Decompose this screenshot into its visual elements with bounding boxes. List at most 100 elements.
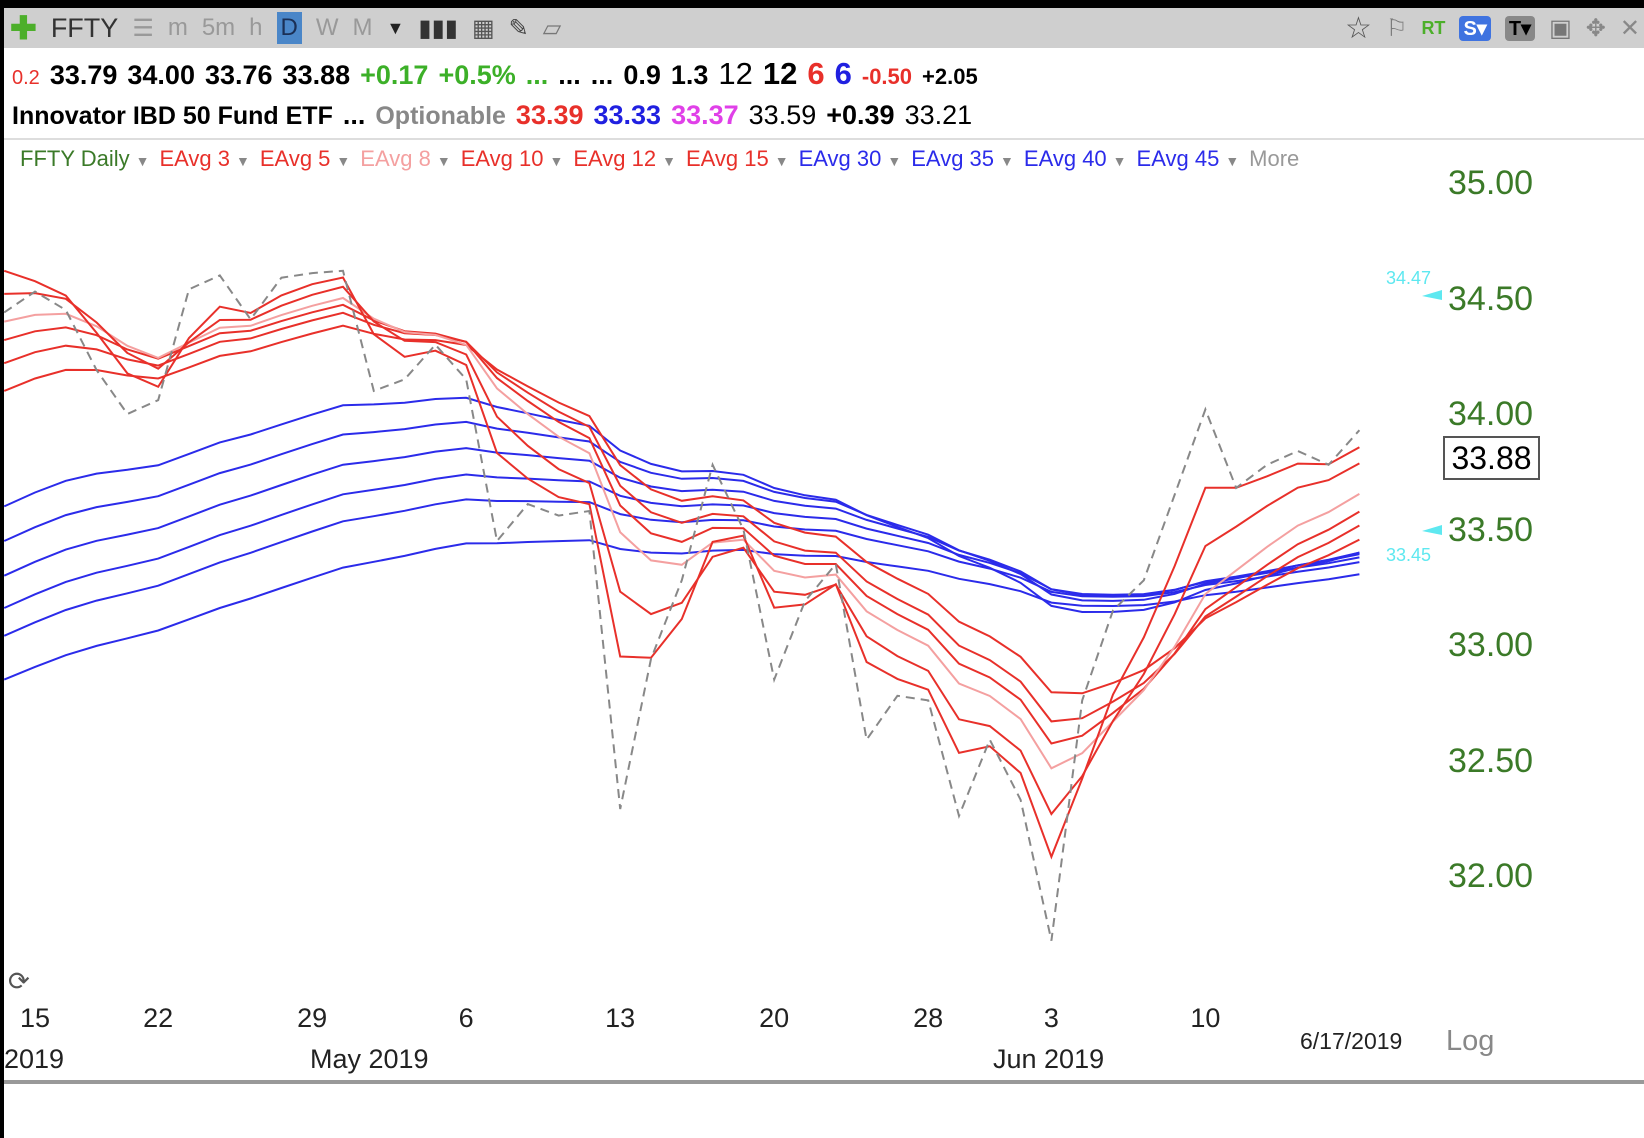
quote-f: 6 xyxy=(834,56,852,91)
legend-label: EAvg 3 xyxy=(159,146,231,171)
close-icon[interactable]: ✕ xyxy=(1619,14,1640,42)
info-v6: 33.21 xyxy=(904,100,973,130)
y-tick-label: 32.00 xyxy=(1448,857,1534,895)
pencil-icon[interactable]: ✎ xyxy=(508,14,529,42)
ema-10-line xyxy=(3,303,1360,745)
legend-item[interactable]: EAvg 12 ▼ xyxy=(573,146,676,172)
ema-15-line xyxy=(3,324,1360,695)
ema-12-line xyxy=(3,311,1360,723)
legend-item[interactable]: FFTY Daily ▼ xyxy=(20,146,149,172)
legend-item[interactable]: EAvg 3 ▼ xyxy=(159,146,249,172)
s-menu-button[interactable]: S▾ xyxy=(1459,15,1491,41)
info-v3: 33.37 xyxy=(671,100,739,130)
dropdown-icon[interactable]: ▼ xyxy=(1225,153,1240,169)
dropdown-icon[interactable]: ▼ xyxy=(135,153,150,169)
info-dots[interactable]: ... xyxy=(342,100,366,130)
x-tick-label: 29 xyxy=(297,1003,328,1033)
info-v1: 33.39 xyxy=(515,100,584,130)
window-left-border xyxy=(0,0,4,1138)
marker-low-label: 33.45 xyxy=(1386,545,1432,565)
legend-item[interactable]: More xyxy=(1249,146,1299,172)
save-icon[interactable]: ▣ xyxy=(1549,14,1572,42)
dropdown-icon[interactable]: ▼ xyxy=(774,153,789,169)
folder-icon[interactable]: ▱ xyxy=(542,14,562,42)
dropdown-icon[interactable]: ▼ xyxy=(1112,153,1127,169)
add-plus-icon[interactable]: ✚ xyxy=(10,10,37,46)
window-top-border xyxy=(0,0,1644,8)
quote-pct: +0.5% xyxy=(438,60,516,90)
flag-icon[interactable]: ⚐ xyxy=(1385,14,1408,42)
x-tick-label: 20 xyxy=(759,1003,790,1033)
info-line: Innovator IBD 50 Fund ETF ... Optionable… xyxy=(12,100,972,131)
quote-v0: 0.2 xyxy=(12,67,40,89)
current-price-box: 33.88 xyxy=(1443,436,1540,480)
ema-5-line xyxy=(4,285,1360,816)
optionable-label: Optionable xyxy=(375,102,506,130)
quote-g: -0.50 xyxy=(861,64,913,89)
interval-d[interactable]: D xyxy=(276,12,302,44)
interval-w[interactable]: W xyxy=(315,14,339,41)
legend-item[interactable]: EAvg 45 ▼ xyxy=(1137,146,1240,172)
current-date: 6/17/2019 xyxy=(1300,1028,1403,1054)
y-tick-label: 33.00 xyxy=(1448,626,1534,664)
interval-h[interactable]: h xyxy=(249,14,263,41)
list-icon[interactable]: ☰ xyxy=(132,14,154,42)
quote-change: +0.17 xyxy=(360,60,429,90)
legend-item[interactable]: EAvg 35 ▼ xyxy=(911,146,1014,172)
legend-item[interactable]: EAvg 8 ▼ xyxy=(360,146,450,172)
legend-item[interactable]: EAvg 5 ▼ xyxy=(260,146,350,172)
legend-label: EAvg 12 xyxy=(573,146,657,171)
month-label: May 2019 xyxy=(310,1044,429,1074)
month-label: Jun 2019 xyxy=(993,1044,1105,1074)
move-icon[interactable]: ✥ xyxy=(1585,14,1606,42)
interval-m-monthly[interactable]: M xyxy=(352,14,373,41)
legend-item[interactable]: EAvg 40 ▼ xyxy=(1024,146,1127,172)
quote-a: 0.9 xyxy=(623,60,661,90)
price-marker-icon xyxy=(1422,290,1442,300)
legend-item[interactable]: EAvg 10 ▼ xyxy=(461,146,564,172)
dropdown-icon[interactable]: ▼ xyxy=(662,153,676,169)
log-scale-toggle[interactable]: Log xyxy=(1446,1025,1495,1057)
bar-chart-icon[interactable]: ▮▮▮ xyxy=(418,14,458,42)
realtime-label: RT xyxy=(1421,17,1446,38)
quote-close: 33.88 xyxy=(282,60,351,90)
marker-high-label: 34.47 xyxy=(1386,268,1432,288)
indicator-legend: FFTY Daily ▼ EAvg 3 ▼ EAvg 5 ▼ EAvg 8 ▼ EAvg 10 ▼… xyxy=(20,146,1420,172)
y-tick-label: 34.50 xyxy=(1448,279,1534,318)
ema-3-line xyxy=(3,269,1360,860)
ema-30-line xyxy=(3,396,1360,614)
dropdown-icon[interactable]: ▼ xyxy=(887,153,902,169)
legend-label: FFTY Daily xyxy=(20,146,130,171)
dropdown-icon[interactable]: ▼ xyxy=(1000,153,1014,169)
ema-35-line xyxy=(3,420,1360,602)
y-tick-label: 35.00 xyxy=(1448,164,1534,202)
legend-label: More xyxy=(1249,146,1300,171)
calendar-icon[interactable]: ▦ xyxy=(471,14,495,42)
y-tick-label: 32.50 xyxy=(1448,741,1534,780)
interval-m[interactable]: m xyxy=(167,14,188,41)
x-tick-label: 22 xyxy=(143,1003,174,1033)
interval-5m[interactable]: 5m xyxy=(201,14,236,41)
star-icon[interactable]: ☆ xyxy=(1345,11,1372,45)
dropdown-icon[interactable]: ▼ xyxy=(549,153,564,169)
dropdown-icon[interactable]: ▼ xyxy=(236,153,250,169)
dropdown-icon[interactable]: ▼ xyxy=(386,17,405,38)
dropdown-icon[interactable]: ▼ xyxy=(336,153,351,169)
symbol-field[interactable]: FFTY xyxy=(50,12,119,43)
toolbar: ✚ FFTY ☰ m 5m h D W M ▼ ▮▮▮ ▦ ✎ ▱ ☆ ⚐ RT… xyxy=(4,8,1644,48)
legend-item[interactable]: EAvg 30 ▼ xyxy=(799,146,902,172)
legend-item[interactable]: EAvg 15 ▼ xyxy=(686,146,789,172)
x-tick-label: 28 xyxy=(913,1003,944,1033)
refresh-icon[interactable]: ⟳ xyxy=(8,966,30,996)
bottom-border xyxy=(4,1080,1644,1084)
x-tick-label: 10 xyxy=(1190,1003,1221,1033)
info-v4: 33.59 xyxy=(748,100,817,130)
legend-label: EAvg 30 xyxy=(798,146,882,171)
t-menu-button[interactable]: T▾ xyxy=(1504,15,1536,41)
legend-label: EAvg 35 xyxy=(911,146,995,171)
legend-label: EAvg 15 xyxy=(685,146,769,171)
quote-d: 12 xyxy=(762,56,798,91)
dropdown-icon[interactable]: ▼ xyxy=(436,153,451,169)
quote-e: 6 xyxy=(807,56,825,91)
